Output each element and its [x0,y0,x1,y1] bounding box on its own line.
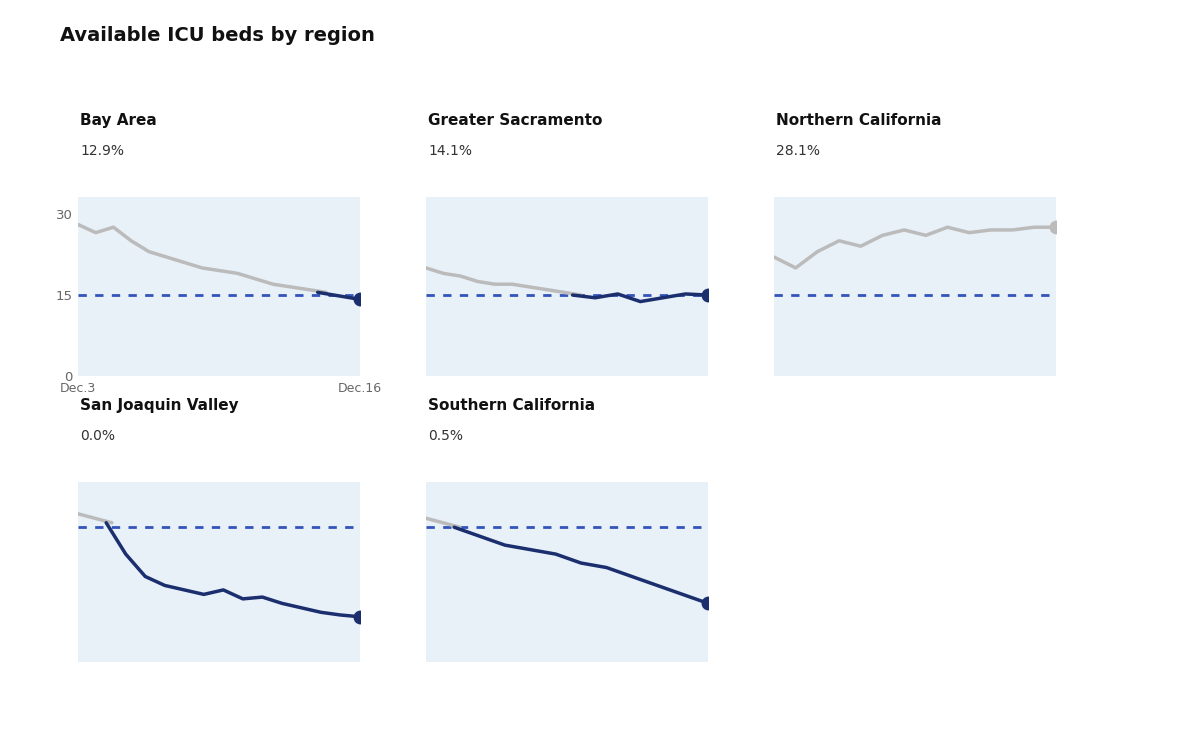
Text: 28.1%: 28.1% [776,144,821,158]
Bar [426,295,708,376]
Bar [426,527,708,662]
Text: Southern California: Southern California [428,398,595,414]
Text: 0.5%: 0.5% [428,429,463,443]
Bar [78,527,360,662]
Text: San Joaquin Valley: San Joaquin Valley [80,398,239,414]
Text: 12.9%: 12.9% [80,144,125,158]
Text: 0.0%: 0.0% [80,429,115,443]
Bar [78,295,360,376]
Text: 14.1%: 14.1% [428,144,473,158]
Text: Greater Sacramento: Greater Sacramento [428,113,602,129]
Text: Available ICU beds by region: Available ICU beds by region [60,26,374,45]
Text: Bay Area: Bay Area [80,113,157,129]
Text: Northern California: Northern California [776,113,942,129]
Bar [774,295,1056,376]
